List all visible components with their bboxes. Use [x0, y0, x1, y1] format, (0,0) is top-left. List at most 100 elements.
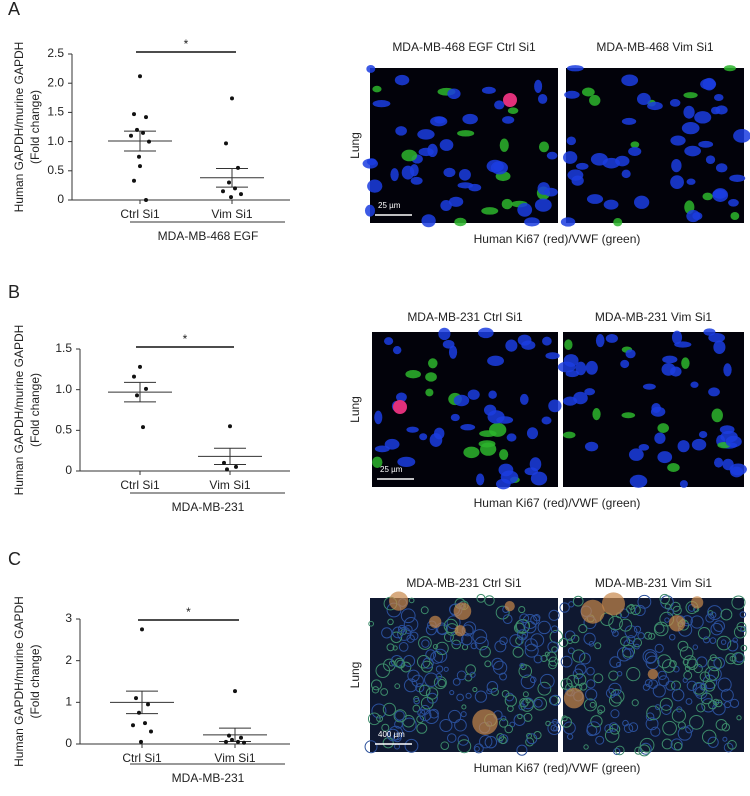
x-tick-label: Ctrl Si1 [120, 478, 160, 492]
cell [723, 65, 736, 72]
tissue [585, 688, 598, 701]
cell [366, 158, 377, 166]
cell [438, 327, 451, 341]
tissue [392, 626, 404, 639]
tissue [685, 698, 693, 705]
tissue [714, 699, 723, 708]
tissue [637, 594, 652, 609]
cell [681, 357, 690, 369]
tissue [397, 626, 412, 641]
cell [530, 471, 548, 486]
cell [506, 433, 517, 442]
data-point [233, 689, 237, 694]
tissue [479, 735, 493, 749]
cell [478, 440, 496, 448]
tissue [621, 644, 636, 658]
cell [562, 431, 576, 439]
y-tick-label: 0 [65, 463, 72, 477]
tissue [733, 625, 747, 639]
tissue [435, 673, 443, 680]
tissue [465, 664, 476, 675]
cell [447, 88, 461, 99]
tissue [465, 692, 472, 699]
tissue [519, 662, 525, 669]
scale-label: 25 µm [380, 465, 403, 474]
cell [586, 194, 604, 204]
tissue [516, 629, 529, 641]
tissue [664, 603, 671, 610]
cell [457, 130, 475, 137]
x-tick-label: Vim Si1 [214, 751, 255, 765]
cell [534, 198, 552, 212]
tissue [412, 704, 421, 713]
tissue [661, 738, 673, 750]
error-bar [214, 447, 246, 465]
tissue [553, 726, 559, 732]
tissue [460, 711, 467, 718]
tissue [574, 663, 587, 676]
y-tick-label: 1.5 [55, 341, 72, 355]
tissue [659, 697, 673, 711]
cell [406, 426, 419, 433]
tissue [394, 719, 403, 729]
x-tick-label: Ctrl Si1 [120, 207, 160, 221]
image-caption: Human Ki67 (red)/VWF (green) [474, 232, 641, 246]
cell [654, 432, 666, 444]
cell [657, 451, 673, 464]
tissue [380, 688, 389, 696]
cell [708, 387, 720, 397]
y-tick-label: 1.0 [55, 382, 72, 396]
data-point [236, 165, 240, 170]
tissue [567, 733, 574, 740]
tissue [435, 622, 448, 635]
cell [684, 145, 702, 157]
tissue [595, 735, 605, 745]
tissue [608, 722, 619, 732]
tissue [392, 645, 398, 651]
cell [372, 456, 383, 468]
tissue [375, 663, 391, 678]
tissue [572, 649, 586, 663]
tissue [578, 623, 588, 634]
tissue [403, 617, 419, 632]
cell [458, 168, 471, 181]
tissue [740, 626, 747, 633]
significance-label: * [184, 37, 189, 51]
tissue [518, 606, 526, 614]
tissue [677, 721, 686, 730]
tissue [722, 736, 728, 742]
tissue [504, 724, 514, 734]
cell [686, 178, 696, 185]
scale-label: 25 µm [378, 201, 401, 210]
tissue [608, 615, 623, 631]
data-point [138, 164, 142, 169]
tissue [520, 698, 534, 712]
tissue [644, 679, 653, 688]
cell [713, 189, 727, 199]
data-point [230, 737, 234, 742]
cell [534, 79, 543, 93]
cell [621, 169, 631, 179]
data-point [144, 198, 148, 202]
cell [364, 204, 376, 217]
tissue [522, 614, 538, 630]
tissue [639, 737, 655, 753]
tissue [616, 670, 623, 677]
tissue [646, 705, 661, 721]
tissue [547, 721, 562, 735]
tissue [634, 643, 640, 650]
cluster [647, 668, 659, 680]
cell [374, 410, 383, 425]
data-point [227, 180, 231, 185]
data-point [138, 74, 142, 79]
tissue [539, 673, 555, 689]
cell [419, 433, 428, 441]
tissue [403, 625, 413, 634]
tissue [470, 642, 478, 650]
tissue [594, 642, 602, 650]
cell [681, 122, 700, 135]
data-point [132, 112, 136, 117]
tissue [692, 644, 699, 650]
cell [719, 425, 735, 434]
tissue [424, 672, 439, 687]
